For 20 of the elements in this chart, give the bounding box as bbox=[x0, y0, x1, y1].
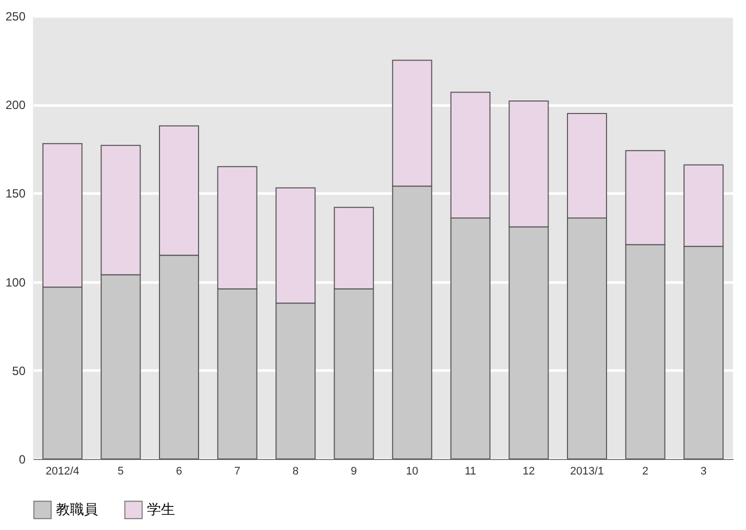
x-tick-label: 3 bbox=[700, 466, 707, 478]
x-tick-label: 11 bbox=[464, 466, 476, 478]
x-tick-label: 9 bbox=[350, 466, 357, 478]
y-tick-label: 150 bbox=[5, 186, 26, 201]
y-tick-label: 250 bbox=[5, 10, 26, 24]
x-tick-label: 7 bbox=[234, 466, 240, 478]
x-tick-label: 2013/1 bbox=[570, 466, 604, 478]
legend-label: 教職員 bbox=[56, 500, 98, 517]
y-tick-label: 100 bbox=[5, 275, 26, 290]
x-tick-label: 2 bbox=[642, 466, 648, 478]
x-tick-label: 5 bbox=[118, 466, 124, 478]
x-tick-label: 6 bbox=[176, 466, 182, 478]
x-tick-label: 10 bbox=[406, 466, 418, 478]
x-tick-label: 8 bbox=[292, 466, 299, 478]
legend-label: 学生 bbox=[147, 500, 175, 517]
x-tick-label: 2012/4 bbox=[46, 466, 80, 478]
y-tick-label: 50 bbox=[12, 364, 26, 378]
y-tick-label: 0 bbox=[18, 452, 26, 466]
y-tick-label: 200 bbox=[5, 98, 26, 112]
x-tick-label: 12 bbox=[522, 466, 535, 478]
